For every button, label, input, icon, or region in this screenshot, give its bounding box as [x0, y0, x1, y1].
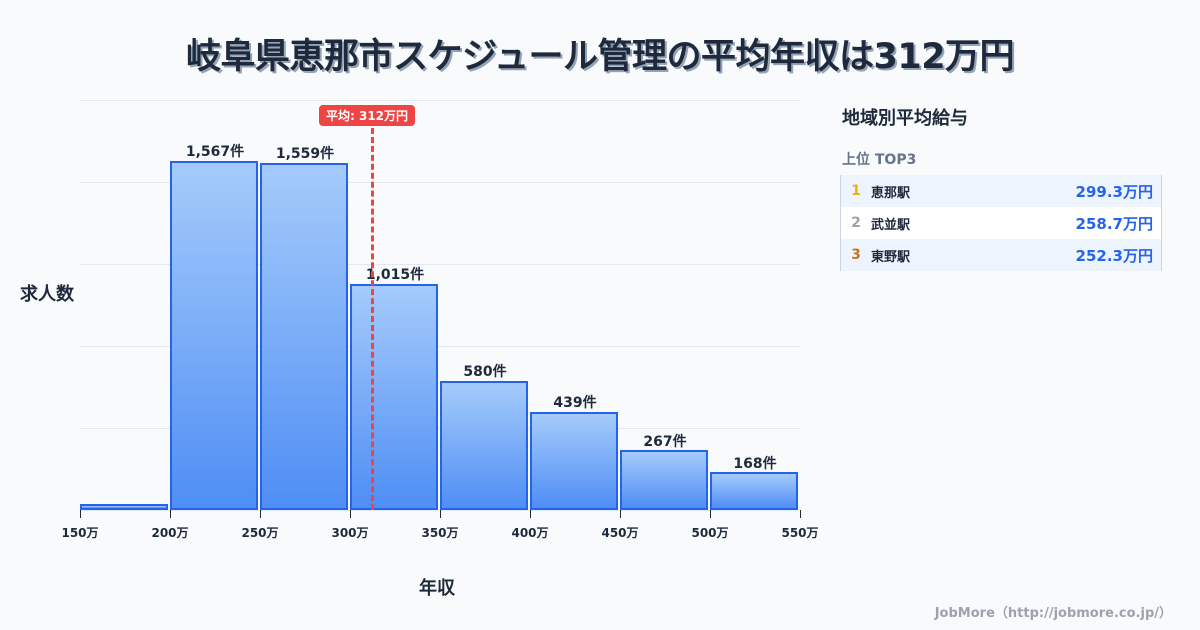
rank-number: 3 [851, 247, 861, 263]
average-salary: 252.3万円 [1075, 246, 1153, 265]
bar-value-label: 267件 [643, 434, 687, 450]
x-tick-label: 200万 [151, 526, 189, 540]
bar-400-450 [530, 412, 618, 510]
bar-350-400 [440, 381, 528, 510]
x-axis-label: 年収 [419, 578, 455, 599]
rank-number: 2 [851, 215, 861, 231]
bar-value-label: 439件 [553, 395, 597, 411]
x-tick-label: 250万 [241, 526, 279, 540]
bar-value-label: 580件 [463, 364, 507, 380]
bar-value-label: 1,567件 [185, 144, 245, 160]
x-tick [620, 510, 621, 518]
gridline [80, 264, 800, 265]
page-title: 岐阜県恵那市スケジュール管理の平均年収は312万円 [185, 37, 1015, 77]
y-axis-label: 求人数 [20, 284, 74, 305]
average-salary: 299.3万円 [1075, 182, 1153, 201]
average-badge: 平均: 312万円 [319, 105, 416, 126]
x-tick-label: 150万 [61, 526, 99, 540]
ranking-row: 3 東野駅 252.3万円 [841, 239, 1161, 271]
x-tick [350, 510, 351, 518]
ranking-row: 2 武並駅 258.7万円 [841, 207, 1161, 239]
gridline [80, 346, 800, 347]
bar-200-250 [170, 161, 258, 510]
bar-500-550 [710, 472, 798, 510]
bar-450-500 [620, 450, 708, 510]
x-tick [170, 510, 171, 518]
ranking-row: 1 恵那駅 299.3万円 [841, 175, 1161, 207]
x-tick-label: 550万 [781, 526, 819, 540]
x-tick [710, 510, 711, 518]
average-line [371, 128, 374, 510]
x-tick-label: 500万 [691, 526, 729, 540]
x-tick [800, 510, 801, 518]
bar-value-label: 1,559件 [275, 146, 335, 162]
x-tick-label: 400万 [511, 526, 549, 540]
bar-250-300 [260, 163, 348, 510]
bar-150-200 [80, 504, 168, 510]
bar-300-350 [350, 284, 438, 510]
gridline [80, 182, 800, 183]
x-tick [440, 510, 441, 518]
station-name: 東野駅 [871, 249, 911, 265]
bar-value-label: 168件 [733, 456, 777, 472]
x-tick-label: 350万 [421, 526, 459, 540]
station-name: 武並駅 [871, 217, 911, 233]
gridline [80, 100, 800, 101]
top3-subtitle: 上位 TOP3 [842, 152, 917, 168]
station-name: 恵那駅 [871, 185, 911, 201]
x-tick-label: 300万 [331, 526, 369, 540]
rank-number: 1 [851, 183, 861, 199]
histogram-chart: 1,567件 1,559件 1,015件 580件 439件 267件 168件… [61, 100, 819, 540]
x-tick [80, 510, 81, 518]
footer-credit: JobMore（http://jobmore.co.jp/） [934, 606, 1172, 621]
x-tick [530, 510, 531, 518]
regional-salary-title: 地域別平均給与 [842, 108, 968, 129]
x-tick [260, 510, 261, 518]
average-salary: 258.7万円 [1075, 214, 1153, 233]
ranking-table: 1 恵那駅 299.3万円 2 武並駅 258.7万円 3 東野駅 252.3万… [840, 175, 1162, 271]
x-tick-label: 450万 [601, 526, 639, 540]
bar-value-label: 1,015件 [365, 267, 425, 283]
